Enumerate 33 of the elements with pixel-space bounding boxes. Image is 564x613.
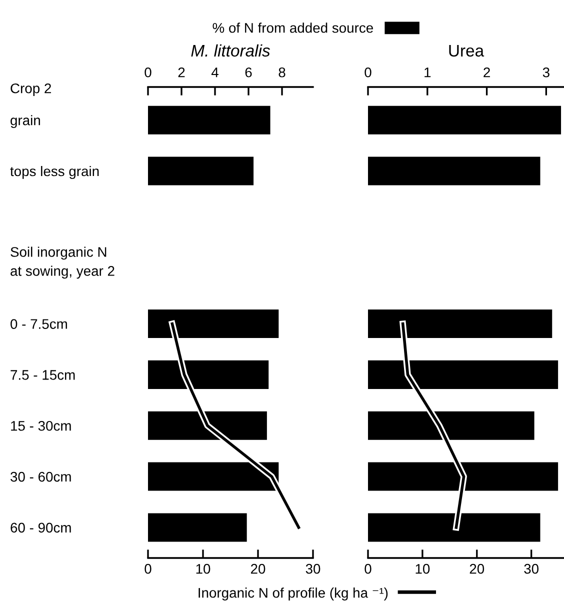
y-tick-label: tops less grain bbox=[10, 166, 99, 179]
x2-tick-label: 0 bbox=[144, 564, 152, 574]
x2-tick-label: 0 bbox=[364, 564, 372, 574]
y-tick-label: 0 - 7.5cm bbox=[10, 319, 67, 329]
y-tick-label: 7.5 - 15cm bbox=[10, 370, 75, 380]
y-tick-label: grain bbox=[10, 115, 40, 128]
bar bbox=[148, 513, 247, 542]
x2-tick-label: 20 bbox=[470, 564, 484, 574]
x2-tick-label: 10 bbox=[196, 564, 210, 574]
chart-title: M. littoralis bbox=[191, 44, 270, 57]
x2-tick-label: 30 bbox=[306, 564, 320, 574]
bar bbox=[148, 156, 254, 186]
y-tick-label: 60 - 90cm bbox=[10, 522, 71, 533]
x-tick-label: 6 bbox=[245, 67, 252, 78]
text: Crop 2 bbox=[10, 83, 51, 96]
bar bbox=[148, 106, 270, 134]
x-tick-label: 3 bbox=[542, 67, 550, 78]
x-tick-label: 1 bbox=[424, 68, 431, 78]
x-tick-label: 8 bbox=[278, 67, 286, 78]
x2-tick-label: 20 bbox=[250, 564, 266, 574]
x-tick-label: 2 bbox=[178, 67, 185, 78]
chart-title: Urea bbox=[449, 44, 484, 57]
x-tick-label: 4 bbox=[211, 68, 218, 78]
x-tick-label: 2 bbox=[484, 67, 490, 78]
x2-tick-label: 10 bbox=[416, 564, 430, 574]
x2-tick-label: 30 bbox=[524, 564, 539, 574]
x-tick-label: 0 bbox=[364, 67, 372, 78]
legend-label: Inorganic N of profile (kg ha ⁻¹) bbox=[198, 588, 388, 600]
y-tick-label: 30 - 60cm bbox=[10, 472, 71, 482]
legend-label: % of N from added source bbox=[212, 22, 373, 33]
x-tick-label: 0 bbox=[144, 67, 152, 78]
text: Soil inorganic N at sowing, year 2 bbox=[10, 246, 114, 279]
y-tick-label: 15 - 30cm bbox=[11, 420, 71, 431]
